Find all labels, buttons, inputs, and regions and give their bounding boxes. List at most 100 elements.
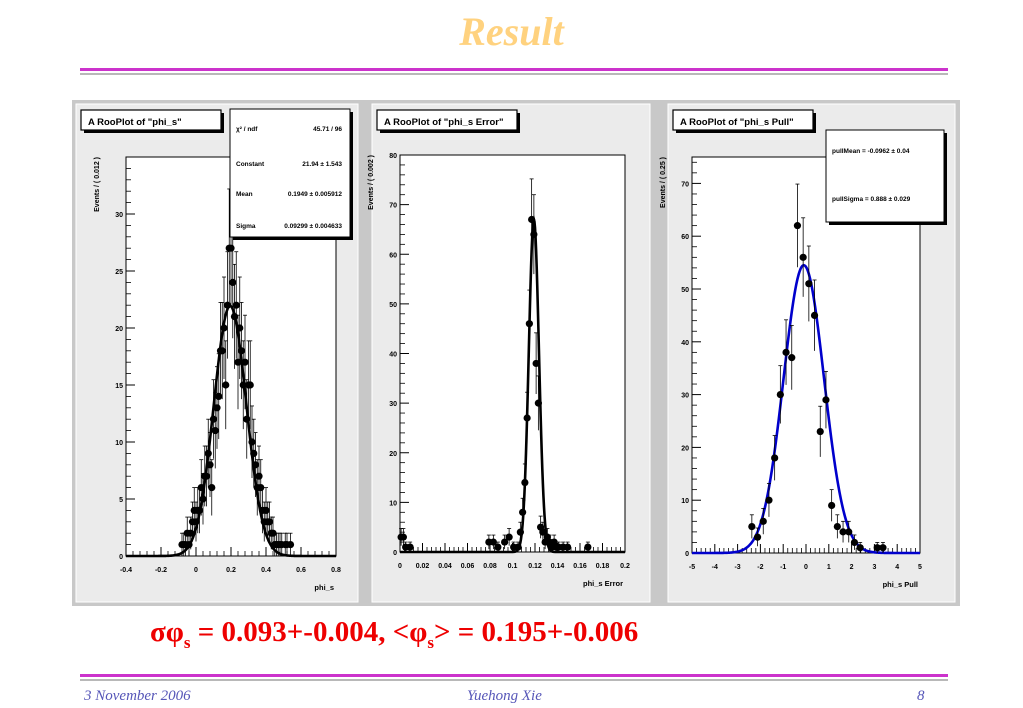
x-tick-label: 0 (194, 567, 198, 574)
plots-svg: A RooPlot of "phi_s" -0.4 -0.2 0 0.2 0.4 0.6 0.… (75, 103, 956, 603)
result-sub-1: s (183, 632, 191, 652)
stats-label: χ² / ndf (236, 126, 258, 133)
data-point (822, 396, 830, 404)
data-point (516, 528, 524, 536)
data-point (399, 533, 407, 541)
data-point (519, 508, 527, 516)
y-tick-label: 10 (389, 500, 397, 507)
data-point (759, 517, 767, 525)
title-box-shadow (221, 113, 224, 133)
data-point (406, 543, 414, 551)
title-box-shadow-bottom (84, 130, 224, 133)
data-point (523, 414, 531, 422)
data-point (222, 381, 230, 389)
data-point (850, 538, 859, 547)
y-tick-label: 30 (389, 401, 397, 408)
x-tick-label: 0.04 (438, 563, 452, 570)
x-tick-label: 0.06 (461, 563, 475, 570)
data-point (532, 359, 540, 368)
data-point (584, 543, 592, 551)
data-point (243, 415, 251, 423)
y-tick-label: 60 (681, 234, 689, 241)
data-point (765, 496, 773, 504)
plot-title: A RooPlot of "phi_s Pull" (680, 117, 794, 128)
x-tick-label: 0.16 (573, 563, 587, 570)
plot-panel-1: A RooPlot of "phi_s" -0.4 -0.2 0 0.2 0.4 0.6 0.… (75, 103, 359, 603)
footer-rule (80, 674, 948, 677)
plot-panel-3: A RooPlot of "phi_s Pull" -5 -4 -3 -2 -1 0 1 2 3 4… (660, 103, 956, 603)
data-point (223, 301, 232, 309)
y-tick-label: 10 (681, 498, 689, 505)
x-tick-label: 5 (918, 564, 922, 571)
data-point (199, 495, 207, 503)
stats-box-frame (229, 108, 351, 238)
stats-value: 21.94 ± 1.543 (302, 161, 342, 168)
x-tick-label: -0.2 (155, 567, 167, 574)
fit-curve (692, 263, 920, 555)
data-point (782, 348, 790, 356)
y-tick-label: 30 (681, 393, 689, 400)
y-tick-label: 5 (119, 497, 123, 504)
x-tick-label: 0.2 (226, 567, 236, 574)
data-point (227, 244, 235, 252)
title-box-shadow (517, 113, 520, 133)
data-point (195, 506, 204, 514)
data-point (816, 427, 824, 436)
data-point (788, 354, 796, 362)
y-tick-label: 10 (115, 440, 123, 447)
data-point (218, 347, 226, 355)
data-point (828, 501, 836, 510)
y-axis-label: Events / ( 0.002 ) (368, 155, 375, 210)
data-point (753, 533, 762, 541)
stats-box: pullMean = -0.0962 ± 0.04 pullSigma = 0.8… (825, 129, 947, 225)
x-tick-label: 0.02 (416, 563, 430, 570)
data-point (833, 523, 841, 531)
data-point (286, 541, 295, 549)
data-point (229, 278, 237, 286)
y-tick-label: 50 (681, 287, 689, 294)
x-tick-label: 3 (872, 564, 876, 571)
result-summary: σφs = 0.093+-0.004, <φs> = 0.195+-0.006 (150, 616, 638, 653)
data-point (209, 415, 218, 423)
data-point (514, 543, 522, 551)
footer-rule-shadow (80, 679, 948, 681)
y-tick-label: 40 (681, 340, 689, 347)
data-point (873, 544, 881, 552)
x-tick-label: 0.12 (528, 563, 542, 570)
plot-title: A RooPlot of "phi_s Error" (384, 117, 504, 128)
x-tick-label: 0 (804, 564, 808, 571)
data-point (220, 324, 228, 332)
x-tick-label: 0.6 (296, 567, 306, 574)
plot-title: A RooPlot of "phi_s" (88, 117, 182, 128)
y-tick-label: 25 (115, 269, 123, 276)
data-point (246, 381, 254, 389)
x-axis-label: phi_s Pull (883, 580, 918, 589)
data-point (530, 230, 538, 238)
x-tick-label: 0 (398, 563, 402, 570)
plot-frame (399, 154, 626, 553)
footer-page-number: 8 (917, 688, 925, 704)
data-point (489, 538, 497, 546)
data-point (528, 215, 536, 224)
x-tick-label: 4 (895, 564, 899, 571)
data-point (187, 529, 195, 537)
y-tick-label: 20 (115, 326, 123, 333)
stats-value: 45.71 / 96 (313, 126, 342, 133)
data-point (202, 472, 211, 480)
data-point (539, 528, 547, 536)
data-point (748, 523, 756, 531)
result-sigma: σφ (150, 616, 184, 648)
x-tick-label: -2 (757, 564, 763, 571)
stats-label: Constant (236, 161, 265, 168)
data-point (206, 461, 214, 469)
y-tick-label: 50 (389, 302, 397, 309)
data-point (262, 506, 270, 514)
data-point (232, 301, 240, 309)
stats-label: Mean (236, 191, 253, 198)
plot-panel-2: A RooPlot of "phi_s Error" 0 0.02 0.04 0.06 0… (368, 103, 651, 603)
y-tick-label: 40 (389, 352, 397, 359)
stats-value: 0.1949 ± 0.005912 (288, 191, 343, 198)
y-tick-label: 0 (393, 550, 397, 557)
data-point (525, 320, 533, 328)
x-tick-label: -5 (689, 564, 695, 571)
